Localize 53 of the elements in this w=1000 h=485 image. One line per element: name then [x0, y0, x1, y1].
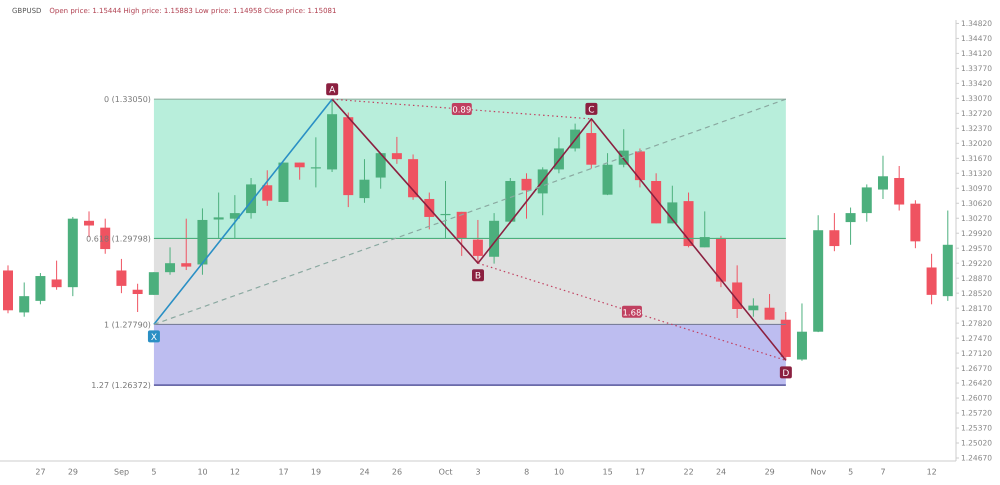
- candlestick: [19, 282, 30, 318]
- candlestick: [165, 246, 176, 276]
- candlestick: [667, 185, 678, 224]
- candlestick: [262, 170, 272, 206]
- ref-line-label: 0 (1.33050): [104, 95, 151, 104]
- x-tick-label: 29: [68, 468, 78, 477]
- data-label: B: [474, 272, 482, 282]
- x-tick-label: 22: [684, 468, 694, 477]
- data-label: C: [588, 105, 595, 116]
- x-tick-label: 5: [151, 468, 156, 477]
- candlestick: [829, 212, 840, 252]
- x-tick-label: 19: [310, 468, 322, 477]
- x-tick-label: 17: [634, 468, 646, 477]
- x-tick-label: Oct: [438, 468, 453, 477]
- x-tick-label: 17: [278, 468, 289, 477]
- x-tick-label: 29: [764, 468, 775, 477]
- candlestick: [522, 172, 532, 220]
- x-tick-label: 15: [602, 468, 613, 477]
- x-tick-label: 24: [359, 468, 370, 477]
- x-tick-label: 10: [554, 468, 564, 477]
- x-tick-label: 5: [848, 468, 854, 477]
- candlestick: [748, 298, 758, 318]
- x-tick-label: 27: [35, 468, 46, 477]
- x-tick-label: 3: [475, 468, 481, 477]
- x-tick-label: 12: [926, 468, 937, 477]
- x-tick-label: 24: [716, 468, 726, 477]
- x-tick-label: 12: [230, 468, 240, 477]
- candlestick: [764, 294, 775, 320]
- x-tick-label: 7: [880, 468, 886, 477]
- annotation: 1.68: [622, 308, 642, 318]
- data-label: A: [329, 86, 336, 96]
- x-tick-label: 26: [392, 468, 402, 477]
- candlestick: [181, 218, 192, 271]
- candlestick: [846, 207, 856, 246]
- annotation: 0.89: [452, 106, 472, 116]
- candlestick: [392, 136, 402, 164]
- data-label: X: [150, 332, 158, 343]
- candlestick: [148, 272, 159, 296]
- candlestick: [472, 219, 483, 264]
- candlestick: [52, 260, 62, 290]
- x-tick-label: Nov: [810, 468, 826, 477]
- ref-line-label: 1.27 (1.26372): [91, 381, 151, 390]
- x-tick-label: 8: [524, 468, 530, 477]
- candlestick: [132, 283, 143, 312]
- line-series: [331, 98, 787, 362]
- candlestick: [116, 258, 126, 294]
- data-label: D: [782, 368, 790, 379]
- x-tick-label: 10: [197, 468, 208, 477]
- candlestick: [878, 155, 888, 200]
- candlestick: [359, 158, 370, 204]
- x-tick-label: Sep: [114, 468, 130, 477]
- ref-line-label: 1 (1.27790): [104, 320, 151, 330]
- candlestick: [294, 162, 305, 180]
